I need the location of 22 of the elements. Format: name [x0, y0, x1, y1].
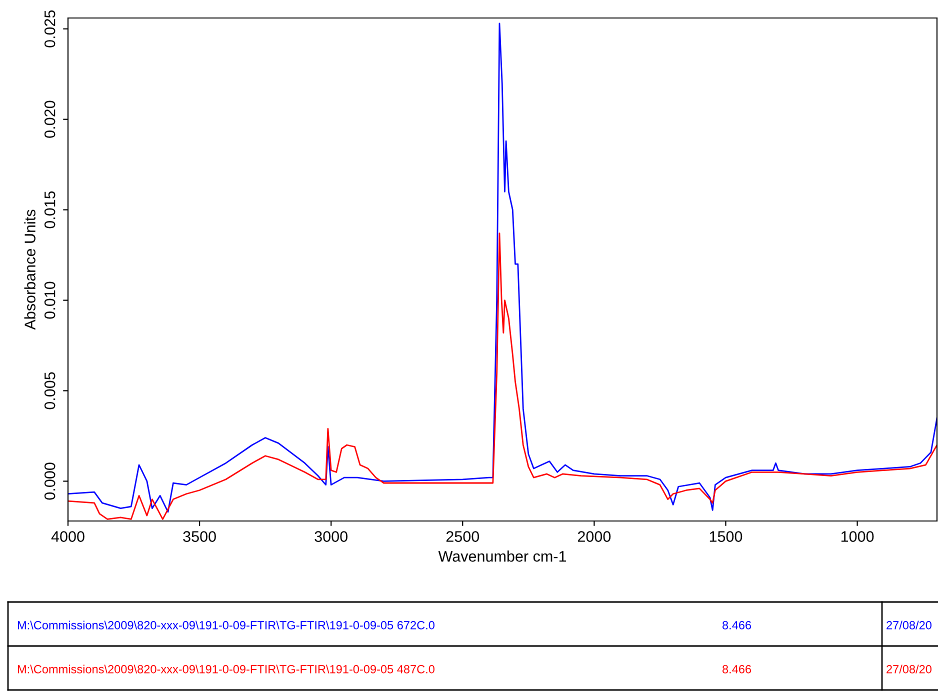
x-tick-label: 1500 — [710, 531, 742, 542]
line-series — [68, 22, 937, 513]
text: 8.466 — [722, 621, 752, 630]
text: 27/08/20 — [886, 620, 932, 630]
x-tick-label: 4000 — [51, 531, 84, 542]
y-tick-label: 0.000 — [44, 462, 56, 500]
x-tick-label: 1000 — [841, 531, 874, 542]
x-tick-label: 3500 — [183, 531, 216, 542]
y-axis-title: Absorbance Units — [24, 210, 36, 330]
x-tick-label: 3000 — [314, 531, 348, 542]
y-tick-label: 0.020 — [44, 100, 56, 138]
y-tick-label: 0.015 — [44, 191, 56, 228]
x-tick-label: 2000 — [578, 531, 611, 542]
x-tick-label: 2500 — [446, 531, 480, 542]
text: 27/08/20 — [886, 664, 932, 674]
text: 8.466 — [722, 665, 752, 674]
y-tick-label: 0.005 — [44, 372, 56, 410]
y-tick-label: 0.010 — [44, 282, 56, 319]
x-axis-title: Wavenumber cm-1 — [438, 550, 566, 562]
y-tick-label: 0.025 — [44, 10, 56, 48]
text: M:\Commissions\2009\820-xxx-09\191-0-09-FTIR\TG-FTIR\191-0-09-05 672C.0 — [18, 620, 434, 630]
text: M:\Commissions\2009\820-xxx-09\191-0-09-FTIR\TG-FTIR\191-0-09-05 487C.0 — [18, 664, 434, 674]
